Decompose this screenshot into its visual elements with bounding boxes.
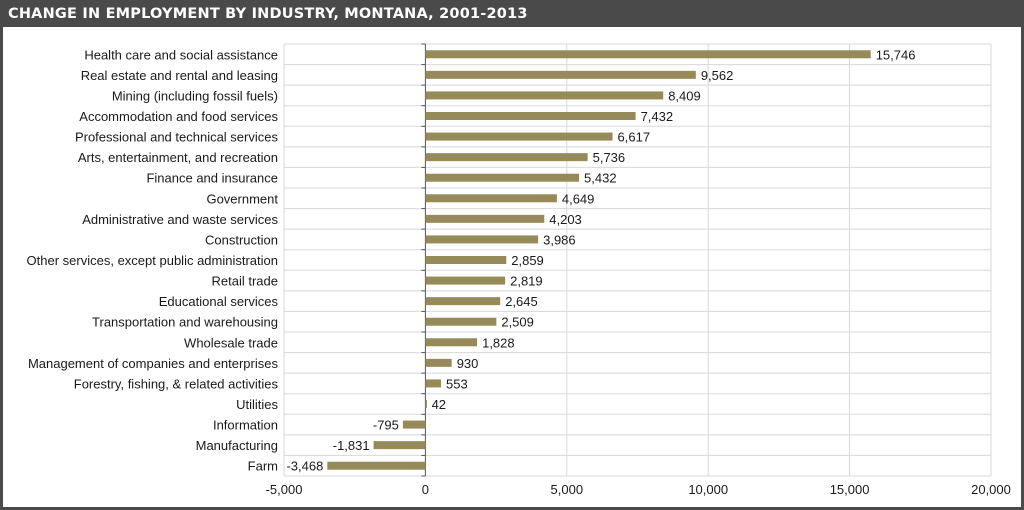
bar <box>373 441 426 450</box>
data-label: 2,819 <box>510 274 543 289</box>
category-label: Farm <box>248 459 278 474</box>
bar <box>425 235 539 244</box>
data-label: -795 <box>373 418 399 433</box>
data-label: 1,828 <box>482 335 515 350</box>
data-label: 15,746 <box>876 47 916 62</box>
category-label: Administrative and waste services <box>82 212 278 227</box>
category-label: Retail trade <box>212 274 278 289</box>
bar <box>425 400 427 408</box>
category-label: Utilities <box>236 397 278 412</box>
category-label: Transportation and warehousing <box>92 315 278 330</box>
bar <box>425 214 545 223</box>
category-label: Other services, except public administra… <box>27 253 278 268</box>
bar <box>425 276 506 285</box>
category-label: Accommodation and food services <box>79 109 278 124</box>
data-label: 9,562 <box>701 68 734 83</box>
data-label: 7,432 <box>641 109 674 124</box>
bar <box>425 132 613 141</box>
data-label: 3,986 <box>543 232 576 247</box>
bar <box>425 194 557 203</box>
data-label: 2,509 <box>501 315 534 330</box>
category-label: Educational services <box>159 294 279 309</box>
label-layer: -5,000 0 5,000 10,000 15,000 20,000 Health car… <box>27 47 1011 497</box>
category-label: Wholesale trade <box>184 335 278 350</box>
bar <box>425 70 696 79</box>
data-label: 2,859 <box>511 253 544 268</box>
x-tick-label: 10,000 <box>688 482 728 497</box>
data-label: 42 <box>432 397 446 412</box>
bar <box>327 461 426 470</box>
bar <box>425 153 588 162</box>
category-label: Arts, entertainment, and recreation <box>78 150 278 165</box>
category-label: Mining (including fossil fuels) <box>112 88 278 103</box>
bar <box>425 112 636 120</box>
data-label: 930 <box>457 356 479 371</box>
x-tick-label: -5,000 <box>266 482 303 497</box>
data-label: 4,203 <box>549 212 582 227</box>
data-label: 5,736 <box>593 150 626 165</box>
bar <box>425 173 580 182</box>
category-label: Professional and technical services <box>75 130 279 145</box>
title-bar: CHANGE IN EMPLOYMENT BY INDUSTRY, MONTAN… <box>0 0 1024 27</box>
category-label: Government <box>206 191 278 206</box>
bar <box>425 379 442 388</box>
data-label: 5,432 <box>584 171 617 186</box>
bar <box>402 420 426 429</box>
chart-title: CHANGE IN EMPLOYMENT BY INDUSTRY, MONTAN… <box>8 6 528 22</box>
data-label: -1,831 <box>333 438 370 453</box>
bar <box>425 317 497 326</box>
category-label: Management of companies and enterprises <box>28 356 279 371</box>
category-label: Construction <box>205 232 278 247</box>
category-label: Health care and social assistance <box>84 47 278 62</box>
bar <box>425 297 501 306</box>
category-label: Information <box>213 418 278 433</box>
category-label: Forestry, fishing, & related activities <box>74 376 279 391</box>
grid-layer <box>283 43 992 477</box>
bar <box>425 91 664 100</box>
bar-layer <box>327 50 871 470</box>
category-label: Real estate and rental and leasing <box>81 68 278 83</box>
bar <box>425 358 452 367</box>
x-tick-label: 15,000 <box>830 482 870 497</box>
category-label: Finance and insurance <box>146 171 278 186</box>
data-label: 4,649 <box>562 191 595 206</box>
data-label: 2,645 <box>505 294 538 309</box>
data-label: -3,468 <box>286 459 323 474</box>
category-label: Manufacturing <box>196 438 278 453</box>
x-tick-label: 20,000 <box>971 482 1011 497</box>
bar <box>425 50 871 59</box>
x-tick-label: 0 <box>422 482 429 497</box>
data-label: 553 <box>446 376 468 391</box>
bar <box>425 256 507 264</box>
x-tick-label: 5,000 <box>551 482 584 497</box>
data-label: 6,617 <box>618 130 651 145</box>
bar <box>425 338 478 347</box>
data-label: 8,409 <box>668 88 701 103</box>
